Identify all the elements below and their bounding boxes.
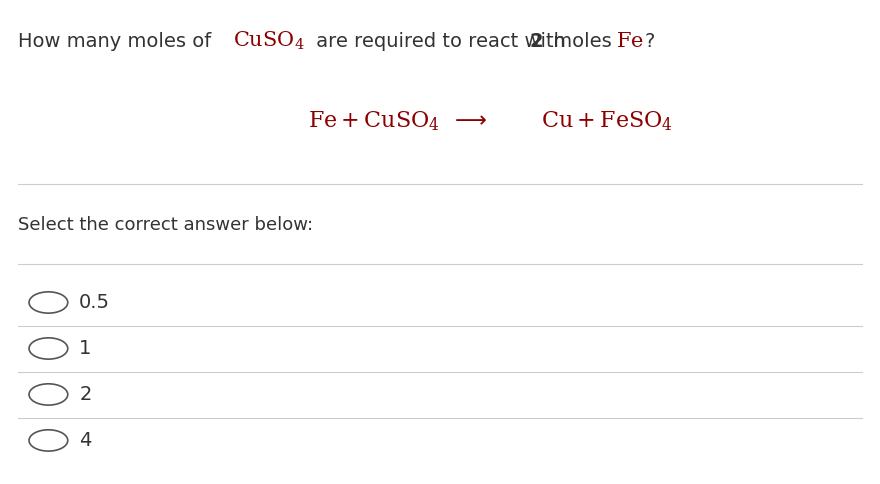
Text: are required to react with: are required to react with	[310, 31, 572, 51]
Text: $\mathregular{Fe}$: $\mathregular{Fe}$	[616, 31, 644, 51]
Text: ?: ?	[645, 31, 656, 51]
Text: 2: 2	[79, 385, 92, 404]
Text: $\mathregular{Fe + CuSO_4}$: $\mathregular{Fe + CuSO_4}$	[308, 109, 440, 133]
Text: Select the correct answer below:: Select the correct answer below:	[18, 216, 312, 234]
Text: $\mathregular{Cu + FeSO_4}$: $\mathregular{Cu + FeSO_4}$	[541, 109, 673, 133]
Text: 0.5: 0.5	[79, 293, 110, 312]
Text: 4: 4	[79, 431, 92, 450]
Text: $\longrightarrow$: $\longrightarrow$	[443, 110, 492, 132]
Text: $\mathregular{CuSO_4}$: $\mathregular{CuSO_4}$	[233, 30, 304, 52]
Text: 2: 2	[530, 31, 543, 51]
Text: 1: 1	[79, 339, 92, 358]
Text: How many moles of: How many moles of	[18, 31, 217, 51]
Text: moles: moles	[547, 31, 619, 51]
